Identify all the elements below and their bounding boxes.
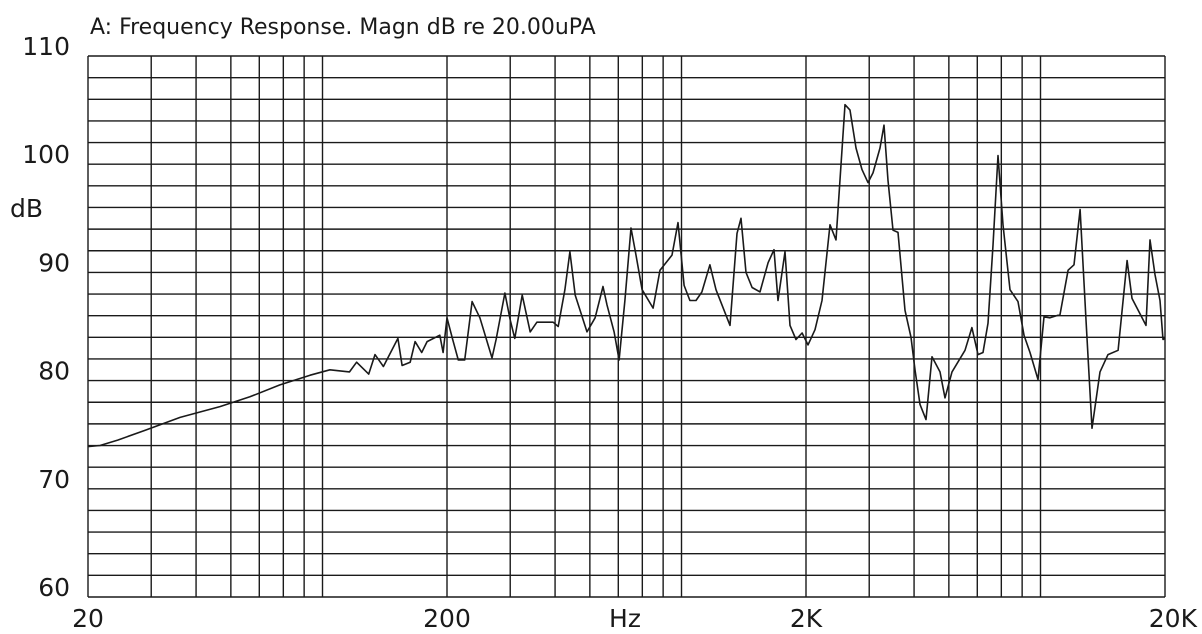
x-axis-label: Hz [609, 604, 641, 633]
series-line [87, 103, 1166, 448]
y-tick-label: 110 [22, 32, 70, 61]
y-tick-label: 70 [38, 465, 70, 494]
x-tick-label: 20 [72, 604, 104, 633]
y-tick-label: 90 [38, 248, 70, 277]
y-tick-label: 80 [38, 357, 70, 386]
x-tick-label: 2K [790, 604, 823, 633]
chart-title: A: Frequency Response. Magn dB re 20.00u… [90, 15, 596, 40]
y-tick-label: 100 [22, 140, 70, 169]
x-tick-label: 20K [1149, 604, 1198, 633]
y-axis-label: dB [10, 194, 43, 223]
x-tick-label: 200 [423, 604, 471, 633]
y-tick-label: 60 [38, 573, 70, 602]
